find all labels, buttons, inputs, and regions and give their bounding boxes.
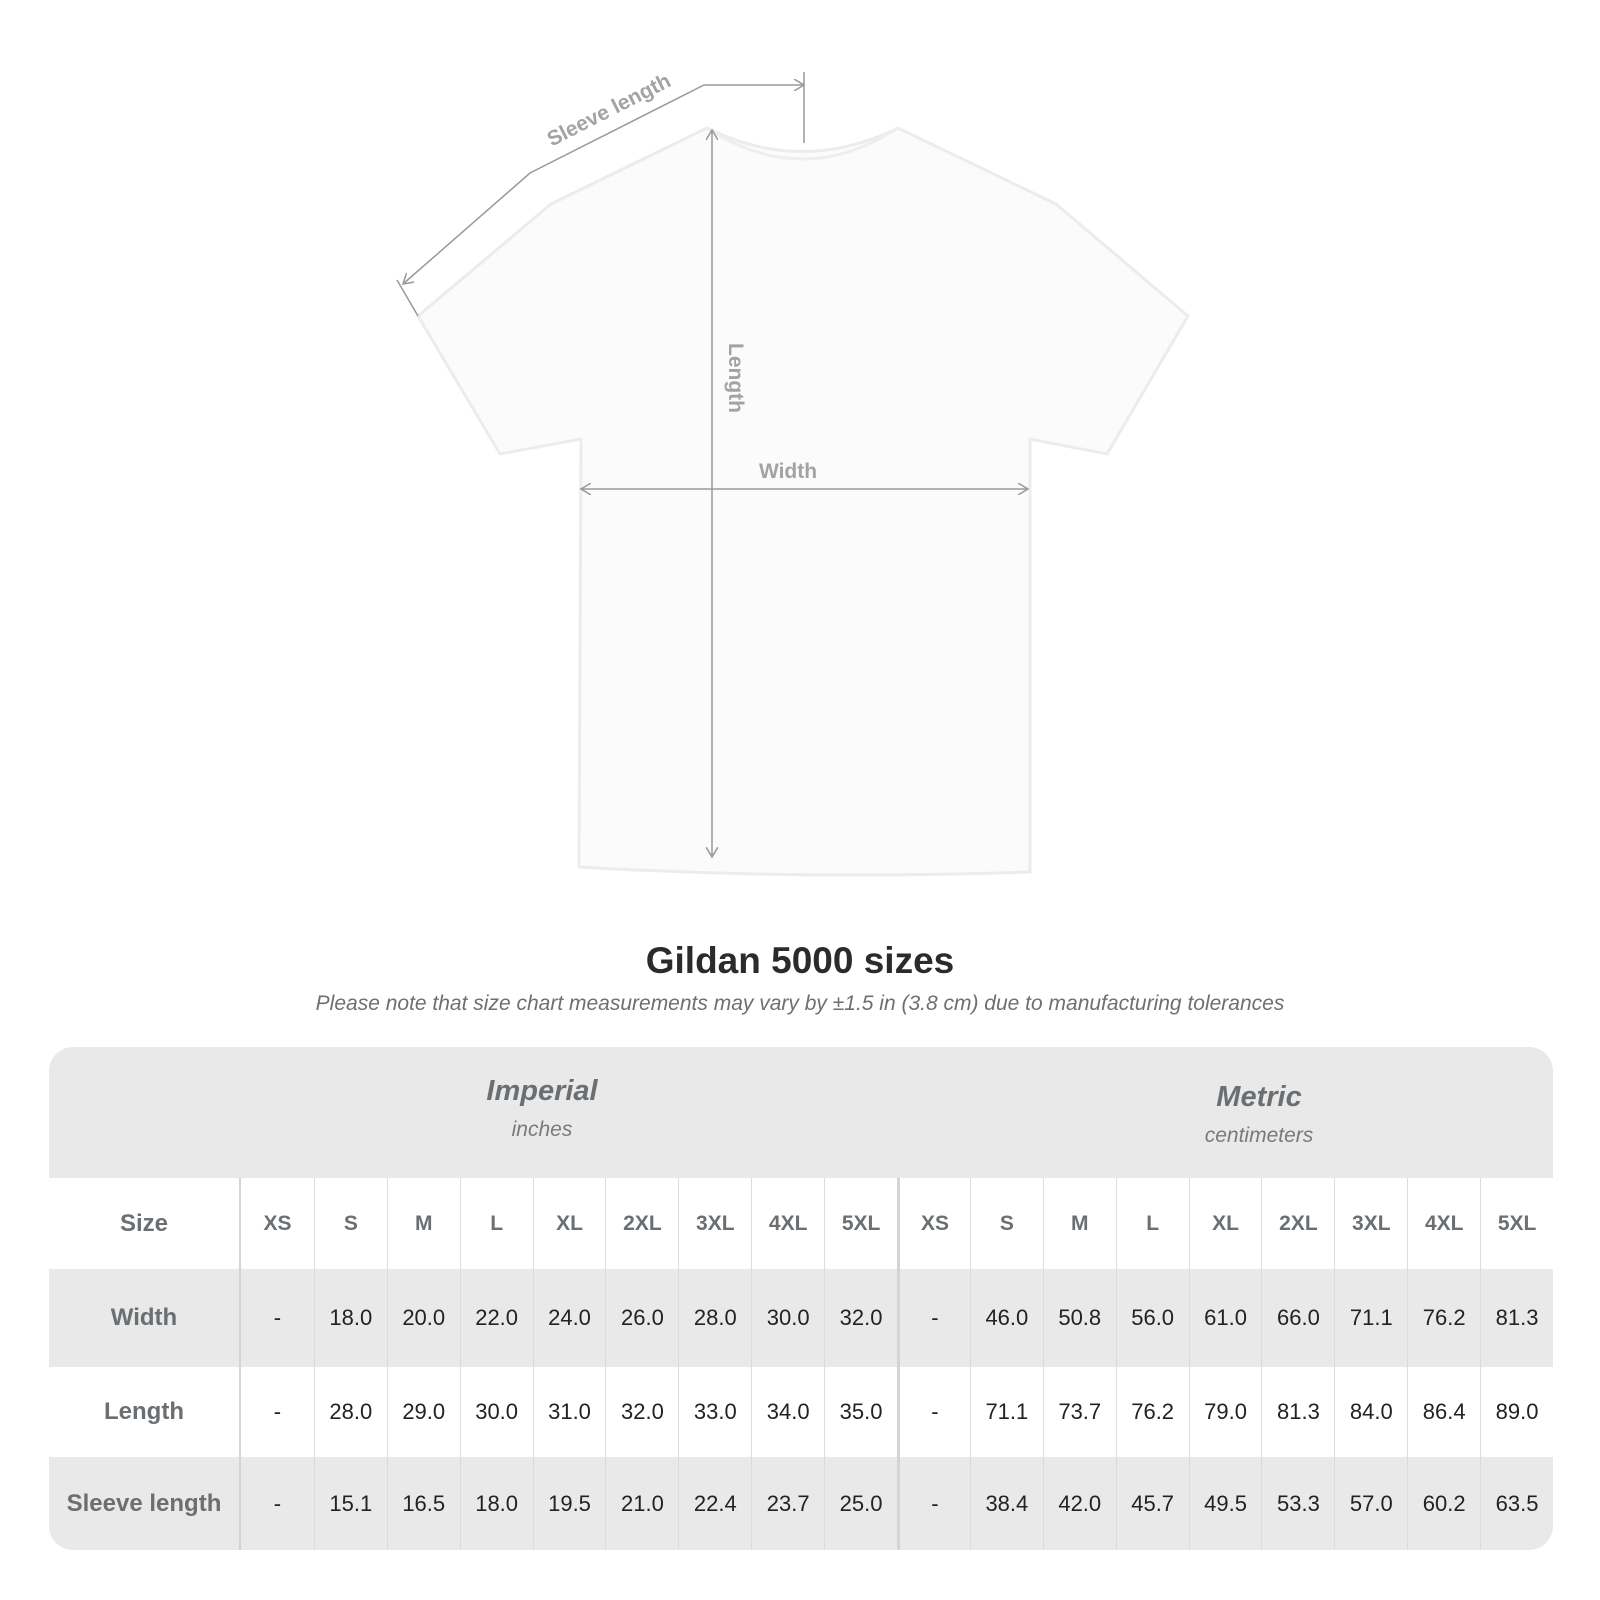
chart-title: Gildan 5000 sizes <box>645 940 955 981</box>
table-cell: 23.7 <box>751 1457 824 1550</box>
table-cell: 22.4 <box>678 1457 751 1550</box>
row-label: Length <box>49 1367 241 1457</box>
table-cell: 18.0 <box>459 1457 533 1550</box>
table-cell: 84.0 <box>1334 1367 1407 1457</box>
size-header-cell: 4XL <box>751 1178 824 1269</box>
size-header-cell: 4XL <box>1407 1178 1480 1269</box>
table-cell: 16.5 <box>386 1457 460 1550</box>
table-cell: 30.0 <box>751 1269 824 1367</box>
table-cell: 25.0 <box>824 1457 897 1550</box>
table-cell: 61.0 <box>1188 1269 1262 1367</box>
size-header-cell: XS <box>897 1178 970 1269</box>
metric-unit: centimeters <box>1204 1124 1314 1147</box>
table-cell: 28.0 <box>678 1269 751 1367</box>
size-header-cell: XL <box>532 1178 606 1269</box>
size-header-cell: 5XL <box>1480 1178 1553 1269</box>
table-cell: 18.0 <box>313 1269 387 1367</box>
size-header-cell: 2XL <box>1261 1178 1334 1269</box>
table-row: Width -18.0 20.0 22.0 24.0 26.0 28.0 30.0 32.0-4… <box>49 1269 1553 1367</box>
row-label: Width <box>49 1269 241 1367</box>
width-label: Width <box>759 460 817 483</box>
table-cell: 81.3 <box>1261 1367 1334 1457</box>
table-cell: 20.0 <box>386 1269 460 1367</box>
table-cell: 35.0 <box>824 1367 897 1457</box>
table-cell: 76.2 <box>1407 1269 1480 1367</box>
table-cell: 46.0 <box>969 1269 1043 1367</box>
tshirt-diagram: Sleeve length Length Width <box>396 69 1190 877</box>
table-cell: 49.5 <box>1188 1457 1262 1550</box>
length-label: Length <box>724 343 747 413</box>
table-cell: 60.2 <box>1407 1457 1480 1550</box>
table-cell: 79.0 <box>1188 1367 1262 1457</box>
size-header-cell: S <box>313 1178 387 1269</box>
table-cell: 22.0 <box>459 1269 533 1367</box>
table-cell: - <box>897 1269 970 1367</box>
table-cell: 42.0 <box>1042 1457 1116 1550</box>
row-label: Sleeve length <box>49 1457 241 1550</box>
size-header-cell: XL <box>1188 1178 1262 1269</box>
size-header-cell: L <box>459 1178 533 1269</box>
sleeve-length-arrow <box>403 85 804 284</box>
size-header-row: Size XS S M L XL 2XL 3XL 4XL 5XL XS S M L XL 2XL 3XL 4XL 5… <box>49 1178 1553 1269</box>
table-cell: 45.7 <box>1115 1457 1189 1550</box>
table-cell: 71.1 <box>1334 1269 1407 1367</box>
table-cell: 76.2 <box>1115 1367 1189 1457</box>
imperial-header: Imperial inches <box>342 1075 742 1142</box>
table-cell: 53.3 <box>1261 1457 1334 1550</box>
table-cell: 29.0 <box>386 1367 460 1457</box>
size-header-cell: XS <box>263 1211 292 1235</box>
imperial-unit: inches <box>511 1118 573 1141</box>
table-row: Sleeve length - 15.1 16.5 18.0 19.5 21.0 22.4 23… <box>49 1457 1553 1550</box>
table-cell: 21.0 <box>605 1457 678 1550</box>
table-cell: - <box>273 1399 282 1424</box>
size-header-cell: M <box>1042 1178 1116 1269</box>
table-cell: 26.0 <box>605 1269 678 1367</box>
size-header-cell: 2XL <box>605 1178 678 1269</box>
size-header-cell: 3XL <box>678 1178 751 1269</box>
size-header-cell: S <box>969 1178 1043 1269</box>
table-cell: 73.7 <box>1042 1367 1116 1457</box>
table-cell: 24.0 <box>532 1269 606 1367</box>
table-cell: 56.0 <box>1115 1269 1189 1367</box>
table-cell: 34.0 <box>751 1367 824 1457</box>
table-cell: 71.1 <box>969 1367 1043 1457</box>
table-cell: 15.1 <box>313 1457 387 1550</box>
table-cell: 32.0 <box>824 1269 897 1367</box>
table-cell: 28.0 <box>313 1367 387 1457</box>
table-cell: 32.0 <box>605 1367 678 1457</box>
table-cell: - <box>897 1367 970 1457</box>
table-cell: - <box>273 1305 282 1330</box>
table-cell: 50.8 <box>1042 1269 1116 1367</box>
table-cell: 63.5 <box>1480 1457 1553 1550</box>
table-cell: 81.3 <box>1480 1269 1553 1367</box>
table-cell: 30.0 <box>459 1367 533 1457</box>
size-header-cell: 3XL <box>1334 1178 1407 1269</box>
size-table: Imperial inches Metric centimeters Size X… <box>49 1047 1553 1550</box>
table-cell: 33.0 <box>678 1367 751 1457</box>
table-cell: - <box>273 1490 282 1516</box>
table-cell: 89.0 <box>1480 1367 1553 1457</box>
row-label: Size <box>49 1178 241 1269</box>
metric-title: Metric <box>1216 1081 1302 1113</box>
table-row: Length -28.0 29.0 30.0 31.0 32.0 33.0 34.0 35.0-… <box>49 1367 1553 1457</box>
table-cell: 38.4 <box>969 1457 1043 1550</box>
table-cell: 86.4 <box>1407 1367 1480 1457</box>
imperial-title: Imperial <box>486 1075 598 1107</box>
table-cell: 31.0 <box>532 1367 606 1457</box>
table-cell: 57.0 <box>1334 1457 1407 1550</box>
tolerance-note: Please note that size chart measurements… <box>315 992 1285 1015</box>
table-cell: 19.5 <box>532 1457 606 1550</box>
table-cell: 66.0 <box>1261 1269 1334 1367</box>
size-header-cell: 5XL <box>824 1178 897 1269</box>
size-header-cell: M <box>386 1178 460 1269</box>
table-cell: - <box>897 1457 970 1550</box>
tshirt-shape <box>416 126 1190 877</box>
metric-header: Metric centimeters <box>1059 1081 1459 1148</box>
size-header-cell: L <box>1115 1178 1189 1269</box>
